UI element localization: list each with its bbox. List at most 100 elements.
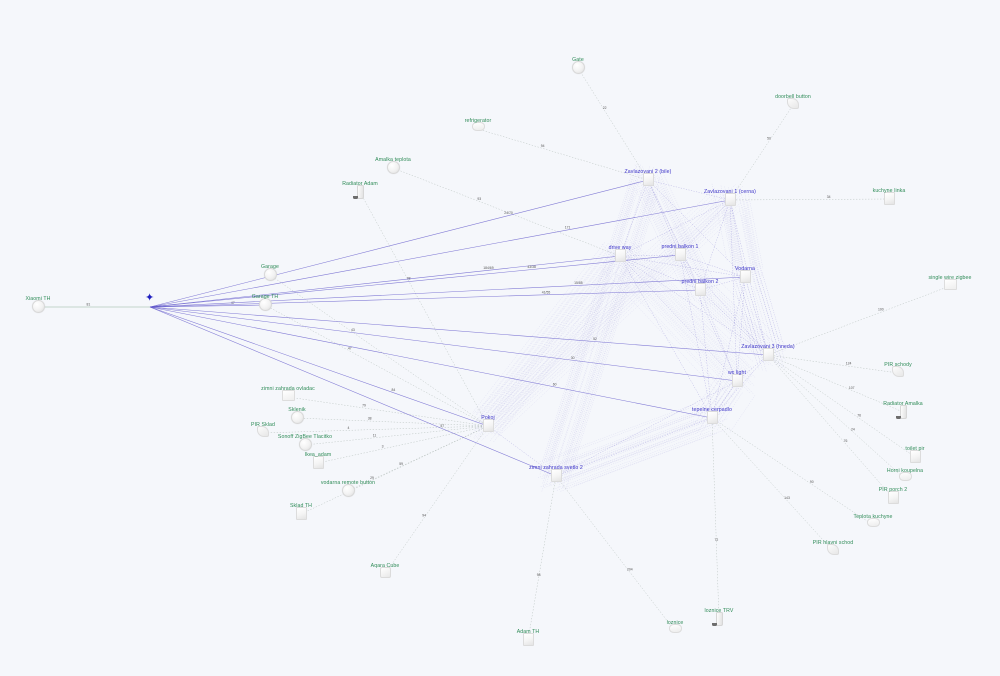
graph-node-xiaomi-th[interactable]: Xiaomi TH [25, 296, 50, 314]
graph-edge [478, 252, 612, 423]
box-icon [641, 173, 655, 187]
graph-node-coordinator[interactable] [143, 293, 157, 314]
graph-node-pir-hlavni-schod[interactable]: PIR hlavni schod [813, 540, 853, 558]
graph-node-amalka-teplota[interactable]: Amalka teplota [375, 157, 411, 175]
graph-node-doorbell-button[interactable]: doorbell button [775, 94, 811, 112]
graph-edge [545, 188, 639, 486]
graph-edge [616, 264, 734, 390]
graph-edge [713, 302, 782, 368]
graph-node-sklad-th[interactable]: Sklad TH [290, 503, 312, 521]
graph-node-kuchyne-linka[interactable]: kuchyne linka [873, 188, 905, 206]
graph-edge [477, 260, 611, 431]
graph-node-label: loznice [666, 619, 684, 626]
graph-edge [682, 279, 751, 345]
graph-node-tepelne-cerpadlo[interactable]: tepelne cerpadlo [692, 407, 732, 425]
graph-edge [718, 384, 744, 422]
graph-edge [539, 179, 632, 476]
graph-edge [619, 179, 649, 257]
edge-lqi-label: 3 [382, 444, 384, 448]
graph-node-predni-zahrada-svetlo[interactable]: zimni zahrada svetlo 2 [529, 465, 583, 483]
graph-edge [149, 199, 731, 308]
graph-edge [527, 475, 557, 641]
graph-edge [573, 402, 730, 461]
graph-node-adam-th[interactable]: Adam TH [517, 629, 539, 647]
graph-node-gate[interactable]: Gate [571, 57, 585, 75]
graph-edge [554, 423, 711, 482]
graph-node-radiator-adam[interactable]: Radiator Adam [342, 181, 378, 199]
graph-node-pir-porch-2[interactable]: PIR porch 2 [879, 487, 907, 505]
graph-edge [713, 391, 739, 429]
graph-edge [767, 354, 906, 480]
graph-node-garage[interactable]: Garage [261, 264, 279, 282]
panel-icon [943, 279, 957, 293]
edge-lqi-label: 41/55 [542, 290, 551, 294]
graph-edge [684, 296, 753, 362]
graph-node-radiator-amalka[interactable]: Radiator Amalka [883, 401, 923, 419]
graph-edge [657, 169, 711, 280]
graph-node-teplota-kuchyne[interactable]: Teplota kuchyne [854, 514, 892, 532]
graph-edge [621, 248, 739, 374]
bulb-icon [31, 300, 45, 314]
graph-edge [149, 276, 746, 308]
graph-node-toilet-pir[interactable]: toilet pir [905, 446, 924, 464]
graph-node-predni-balkon-1[interactable]: predni balkon 1 [662, 244, 698, 262]
graph-node-label: predni balkon 2 [681, 278, 719, 285]
graph-node-label: PIR Sklad [251, 421, 275, 428]
graph-edge [614, 246, 732, 373]
edge-lqi-label: 34 [827, 195, 831, 199]
graph-node-zavlazovani-2[interactable]: Zavlazovani 2 (bile) [625, 169, 671, 187]
graph-node-pir-sklad[interactable]: PIR Sklad [251, 422, 275, 440]
graph-edge [563, 176, 657, 473]
graph-node-pir-schody[interactable]: PIR schody [884, 362, 912, 380]
edge-lqi-label: 57 [440, 424, 444, 428]
graph-node-aqara-cube[interactable]: Aqara Cube [371, 563, 399, 581]
graph-edge [469, 266, 603, 437]
graph-node-sonoff-zigbee-tlacitko[interactable]: Sonoff ZigBee Tlacitko [278, 434, 332, 452]
sensor-icon [471, 122, 485, 136]
graph-edge [489, 271, 622, 442]
graph-edge [711, 183, 728, 261]
graph-edge [700, 299, 769, 366]
graph-edge [697, 298, 766, 365]
graph-node-zavlazovani-1[interactable]: Zavlazovani 1 (cerna) [704, 189, 756, 207]
graph-node-pokoj[interactable]: Pokoj [481, 415, 495, 433]
graph-node-zimni-zahrada-ovladac[interactable]: zimni zahrada ovladac [261, 386, 315, 404]
graph-node-wc-light[interactable]: wc light [728, 370, 746, 388]
graph-node-garage-th[interactable]: Garage TH [252, 294, 278, 312]
graph-node-vodarna[interactable]: Vodarna [734, 265, 756, 284]
graph-node-loznice[interactable]: loznice [666, 619, 684, 638]
box-icon [738, 270, 752, 284]
graph-edge [612, 263, 730, 389]
graph-node-label: Radiator Adam [342, 180, 378, 187]
graph-node-zavlazovani-3[interactable]: Zavlazovani 3 (hneda) [741, 344, 795, 362]
graph-edge [725, 211, 741, 289]
graph-node-label: Sklad TH [289, 502, 313, 509]
graph-node-label: zimni zahrada svetlo 2 [529, 464, 583, 471]
graph-node-ikea-adam[interactable]: Ikea_adam [305, 452, 331, 470]
graph-edge [498, 209, 741, 437]
graph-edge [474, 259, 607, 430]
motion-icon [786, 98, 800, 112]
graph-node-label: Vodarna [734, 265, 756, 272]
graph-edge [633, 259, 751, 385]
graph-edge [643, 182, 696, 293]
graph-node-single-wire-zigbee[interactable]: single wire zigbee [928, 275, 971, 293]
graph-node-horni-koupelna[interactable]: Horni koupelna [887, 468, 923, 486]
graph-node-sklenik[interactable]: Sklenik [288, 407, 306, 425]
graph-edge [711, 417, 874, 526]
graph-node-label: kuchyne linka [872, 187, 906, 194]
graph-edge [555, 380, 738, 477]
edge-lqi-label: 98 [537, 573, 541, 577]
graph-edge [492, 246, 625, 418]
graph-edge [615, 272, 733, 398]
graph-node-vodarna-remote-button[interactable]: vodarna remote button [321, 480, 375, 498]
box-icon [882, 192, 896, 206]
graph-node-loznice-trv[interactable]: loznice TRV [705, 608, 733, 626]
graph-node-refrigerator[interactable]: refrigerator [465, 118, 491, 136]
graph-node-drive-way[interactable]: drive way [609, 245, 631, 263]
graph-edge [557, 424, 714, 483]
box-icon [705, 411, 719, 425]
graph-node-predni-balkon-2[interactable]: predni balkon 2 [682, 279, 718, 297]
